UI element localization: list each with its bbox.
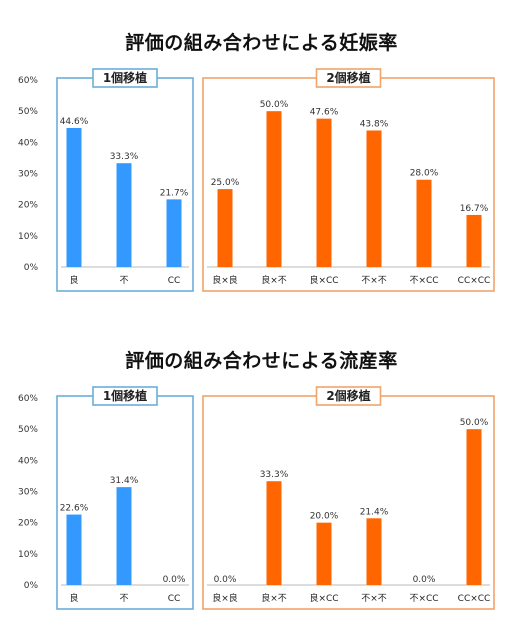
- y-tick-label: 50%: [18, 425, 38, 435]
- group-label: 2個移植: [326, 70, 370, 85]
- data-label: 0.0%: [214, 575, 237, 585]
- y-tick-label: 0%: [24, 581, 39, 591]
- group-label-box: [92, 386, 158, 406]
- pregnancy-rate-chart: 評価の組み合わせによる妊娠率 0% 10% 20% 30% 40% 50% 60% 1個移植 4…: [0, 0, 523, 310]
- y-tick-label: 60%: [18, 76, 38, 86]
- group-frame: [202, 77, 495, 292]
- y-tick-label: 20%: [18, 201, 38, 211]
- data-label: 47.6%: [310, 108, 339, 118]
- group-label: 2個移植: [326, 388, 370, 403]
- y-tick-label: 10%: [18, 550, 38, 560]
- chart-title: 評価の組み合わせによる流産率: [125, 350, 398, 372]
- category-label: CC×CC: [458, 594, 491, 604]
- group-label: 1個移植: [103, 388, 147, 403]
- category-label: 不×CC: [409, 275, 438, 286]
- bar: [316, 522, 332, 585]
- y-tick-label: 30%: [18, 488, 38, 498]
- y-tick-label: 60%: [18, 394, 38, 404]
- category-label: 良×良: [212, 274, 238, 286]
- bar: [466, 214, 482, 267]
- data-label: 31.4%: [110, 476, 139, 486]
- category-label: 良×CC: [309, 274, 338, 286]
- data-label: 43.8%: [360, 119, 389, 129]
- data-label: 0.0%: [163, 575, 186, 585]
- bar: [266, 481, 282, 585]
- category-label: 良×良: [212, 592, 238, 604]
- chart-svg: 0% 10% 20% 30% 40% 50% 60% 1個移植 22.6% 良 31.4% 不 0.0%…: [18, 386, 495, 610]
- category-label: 良: [69, 274, 78, 286]
- category-label: 良: [69, 592, 78, 604]
- bar: [116, 163, 132, 267]
- bar: [166, 199, 182, 267]
- group-label: 1個移植: [103, 70, 147, 85]
- data-label: 44.6%: [60, 117, 89, 127]
- bar: [366, 130, 382, 267]
- category-label: 不×不: [361, 275, 387, 286]
- category-label: 良×不: [261, 592, 287, 604]
- category-label: 良×CC: [309, 592, 338, 604]
- data-label: 50.0%: [460, 418, 489, 428]
- y-tick-label: 30%: [18, 170, 38, 180]
- bar: [66, 514, 82, 585]
- category-label: 不: [119, 593, 128, 604]
- miscarriage-rate-chart: 評価の組み合わせによる流産率 0% 10% 20% 30% 40% 50% 60% 1個移植 2…: [0, 318, 523, 628]
- category-label: 良×不: [261, 274, 287, 286]
- category-label: CC: [168, 594, 181, 604]
- y-tick-label: 40%: [18, 138, 38, 148]
- y-tick-label: 0%: [24, 263, 39, 273]
- data-label: 25.0%: [211, 178, 240, 188]
- category-label: 不×不: [361, 593, 387, 604]
- bar: [116, 487, 132, 585]
- category-label: 不×CC: [409, 593, 438, 604]
- bar: [366, 518, 382, 585]
- group-label-box: [315, 68, 382, 88]
- group-label-box: [92, 68, 158, 88]
- data-label: 0.0%: [413, 575, 436, 585]
- data-label: 22.6%: [60, 504, 89, 514]
- bar: [316, 118, 332, 267]
- category-label: CC: [168, 276, 181, 286]
- data-label: 21.4%: [360, 507, 389, 517]
- data-label: 33.3%: [110, 152, 139, 162]
- group-frame: [202, 395, 495, 610]
- category-label: 不: [119, 275, 128, 286]
- y-tick-label: 40%: [18, 456, 38, 466]
- y-tick-label: 10%: [18, 232, 38, 242]
- data-label: 50.0%: [260, 100, 289, 110]
- bar: [416, 179, 432, 267]
- y-tick-label: 20%: [18, 519, 38, 529]
- data-label: 20.0%: [310, 512, 339, 522]
- data-label: 33.3%: [260, 470, 289, 480]
- data-label: 28.0%: [410, 169, 439, 179]
- chart-svg: 0% 10% 20% 30% 40% 50% 60% 1個移植 44.6% 良 33.3% 不 21.7…: [18, 68, 495, 292]
- y-tick-label: 50%: [18, 107, 38, 117]
- bar: [66, 127, 82, 267]
- category-label: CC×CC: [458, 276, 491, 286]
- group-label-box: [315, 386, 382, 406]
- bar: [466, 429, 482, 585]
- data-label: 16.7%: [460, 204, 489, 214]
- bar: [217, 189, 233, 267]
- chart-title: 評価の組み合わせによる妊娠率: [125, 32, 398, 54]
- bar: [266, 111, 282, 268]
- data-label: 21.7%: [160, 188, 189, 198]
